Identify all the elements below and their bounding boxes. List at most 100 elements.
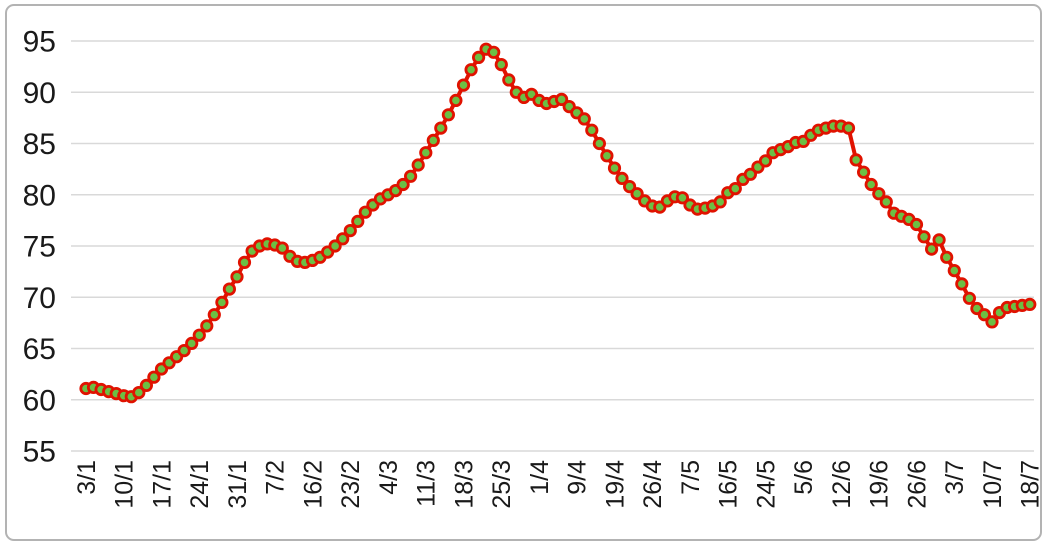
- x-axis-tick-label: 26/6: [903, 460, 931, 509]
- data-point: [275, 241, 289, 255]
- data-point: [343, 224, 357, 238]
- data-point: [924, 242, 939, 256]
- data-point: [419, 146, 433, 160]
- data-point: [841, 121, 856, 135]
- data-point: [494, 57, 508, 72]
- data-point: [917, 230, 931, 244]
- y-axis-tick-label: 65: [23, 333, 56, 366]
- x-axis-tick-label: 5/6: [790, 460, 818, 495]
- data-point: [1023, 297, 1037, 311]
- data-point: [487, 45, 501, 59]
- data-point: [962, 291, 977, 305]
- data-point: [872, 187, 886, 201]
- data-point: [336, 232, 350, 246]
- x-axis-tick-label: 19/4: [601, 460, 629, 509]
- x-axis-tick-label: 16/2: [299, 460, 327, 509]
- data-point: [464, 63, 478, 77]
- data-point: [849, 153, 863, 167]
- x-axis-tick-label: 3/1: [73, 460, 101, 495]
- data-point: [200, 319, 214, 333]
- data-point: [985, 315, 999, 329]
- data-point: [675, 191, 690, 205]
- data-point: [585, 123, 599, 137]
- y-axis-tick-label: 55: [23, 436, 56, 469]
- data-point: [728, 182, 742, 196]
- x-axis-tick-label: 18/7: [1017, 460, 1045, 509]
- x-axis-tick-label: 3/7: [941, 460, 969, 495]
- data-point: [351, 214, 365, 228]
- data-point: [577, 112, 591, 126]
- data-point: [864, 177, 878, 192]
- data-point: [396, 177, 410, 192]
- gridlines: [71, 40, 1034, 452]
- data-point: [426, 133, 440, 147]
- y-axis-tick-label: 90: [23, 77, 56, 110]
- y-axis-labels: 95 90 85 80 75 70 65 60 55: [23, 26, 56, 469]
- data-point: [403, 169, 418, 183]
- data-point: [955, 277, 969, 291]
- x-axis-tick-label: 9/4: [564, 460, 592, 495]
- data-point: [215, 295, 229, 309]
- data-point: [879, 195, 893, 209]
- x-axis-tick-label: 4/3: [375, 460, 403, 495]
- data-point: [449, 93, 463, 108]
- data-point: [932, 233, 946, 247]
- x-axis-tick-label: 10/7: [979, 460, 1007, 509]
- data-point: [615, 171, 629, 185]
- y-axis-tick-label: 95: [23, 26, 56, 59]
- data-point: [207, 308, 221, 322]
- x-axis-tick-label: 10/1: [111, 460, 139, 509]
- x-axis-tick-label: 23/2: [337, 460, 365, 509]
- y-axis-tick-label: 60: [23, 384, 56, 417]
- data-point: [856, 165, 871, 179]
- data-markers: [79, 42, 1037, 404]
- data-point: [147, 370, 161, 384]
- data-point: [622, 180, 637, 194]
- data-point: [177, 343, 191, 358]
- x-axis-tick-label: 18/3: [450, 460, 478, 509]
- x-axis-tick-label: 24/5: [752, 460, 780, 509]
- data-point: [139, 378, 153, 392]
- x-axis-tick-label: 1/4: [526, 460, 554, 495]
- x-axis-tick-label: 7/2: [262, 460, 290, 495]
- data-point: [237, 255, 252, 269]
- data-point: [977, 308, 992, 322]
- x-axis-tick-label: 24/1: [186, 460, 214, 509]
- data-point: [713, 195, 727, 209]
- y-axis-tick-label: 75: [23, 231, 56, 264]
- y-axis-tick-label: 80: [23, 179, 56, 212]
- x-axis-tick-label: 12/6: [828, 460, 856, 509]
- data-point: [192, 328, 206, 342]
- data-point: [502, 73, 516, 87]
- x-axis-tick-label: 7/5: [677, 460, 705, 495]
- y-axis-tick-label: 70: [23, 282, 56, 315]
- x-axis-tick-label: 26/4: [639, 460, 667, 509]
- x-axis-tick-label: 11/3: [413, 460, 441, 507]
- data-point: [909, 217, 924, 232]
- data-point: [132, 385, 146, 400]
- data-point: [441, 108, 455, 122]
- x-axis-tick-label: 17/1: [148, 460, 176, 509]
- y-axis-tick-label: 85: [23, 128, 56, 161]
- x-axis-tick-label: 31/1: [224, 460, 252, 509]
- data-point: [222, 282, 236, 296]
- data-point: [592, 136, 607, 151]
- data-point: [434, 121, 448, 135]
- data-point: [230, 270, 244, 284]
- data-point: [554, 92, 569, 107]
- x-axis-labels: 3/1 10/1 17/1 24/1 31/1 7/2 16/2 23/2 4/3 11/3 18/…: [73, 460, 1045, 509]
- x-axis-tick-label: 19/6: [866, 460, 894, 509]
- data-point: [607, 161, 622, 175]
- data-point: [947, 263, 961, 278]
- data-point: [328, 239, 342, 253]
- data-point: [630, 187, 644, 201]
- data-point: [471, 50, 486, 65]
- x-axis-tick-label: 25/3: [488, 460, 516, 509]
- data-point: [185, 336, 199, 350]
- x-axis-tick-label: 16/5: [715, 460, 743, 509]
- data-point: [411, 158, 425, 172]
- data-point: [358, 205, 372, 219]
- data-point: [456, 78, 471, 92]
